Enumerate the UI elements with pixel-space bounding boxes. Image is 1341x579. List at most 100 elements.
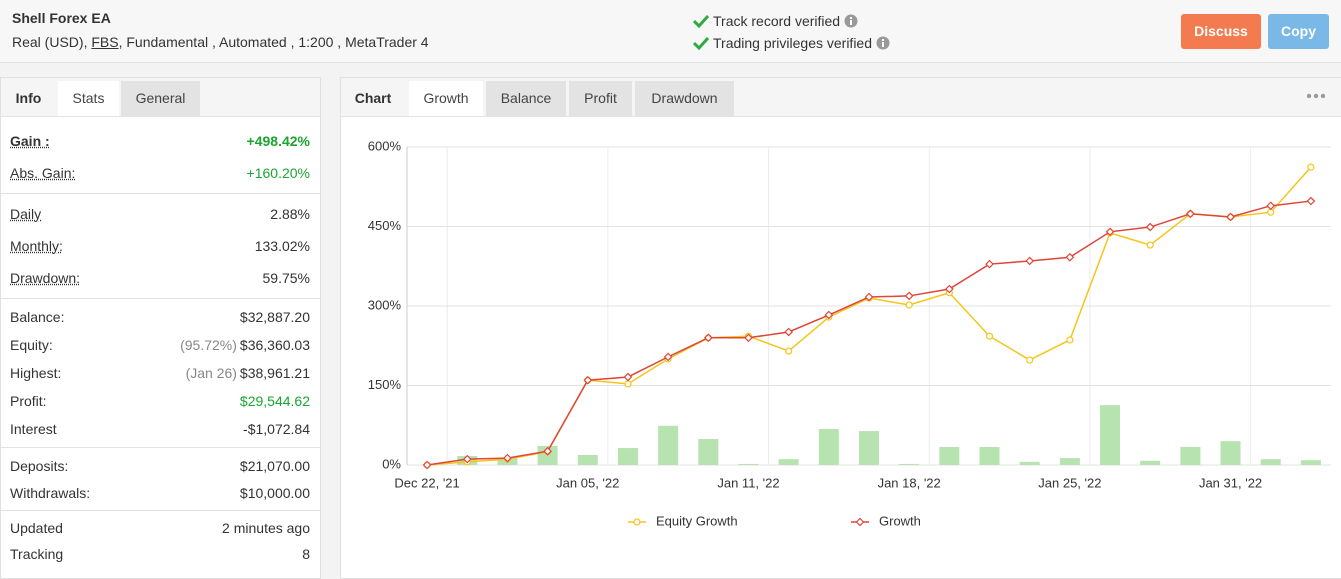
tab[interactable]: Info (15, 90, 42, 106)
verification-text: Track record verified (713, 13, 841, 29)
diamond-marker (623, 372, 633, 382)
stats-row: Abs. Gain: +160.20% (1, 157, 320, 189)
x-tick-label: Jan 11, '22 (717, 475, 779, 490)
circle-marker (1146, 241, 1154, 249)
copy-button[interactable]: Copy (1268, 14, 1329, 49)
stat-value: +160.20% (246, 165, 310, 181)
stat-value: +498.42% (246, 133, 310, 149)
stat-value-wrap: (Jan 26) $38,961.21 (186, 365, 310, 381)
stats-row: Drawdown: 59.75% (1, 262, 320, 294)
stat-value: 2.88% (270, 206, 310, 222)
diamond-marker (784, 327, 794, 337)
stats-row: Profit: $29,544.62 (1, 387, 320, 415)
diamond-marker (904, 291, 914, 301)
broker-link[interactable]: FBS (91, 34, 119, 50)
stat-value-wrap: $29,544.62 (240, 393, 310, 409)
stats-row: Gain : +498.42% (1, 125, 320, 157)
stats-row: Updated 2 minutes ago (1, 515, 320, 541)
stat-label: Balance: (10, 309, 65, 325)
stats-row: Deposits: $21,070.00 (1, 452, 320, 479)
tab[interactable]: Profit (569, 81, 632, 116)
y-tick-label: 450% (368, 218, 402, 233)
bar (979, 446, 1000, 465)
tab[interactable]: Drawdown (635, 81, 734, 116)
stat-value: $38,961.21 (239, 365, 310, 381)
y-tick-label: 600% (368, 138, 402, 153)
chart-panel: Chart Growth Balance Profit Drawdown Dec… (340, 77, 1341, 579)
legend-label: Equity Growth (656, 513, 738, 528)
stats-row: Daily 2.88% (1, 198, 320, 230)
stat-label: Abs. Gain: (10, 165, 76, 181)
verification: Track record verified (693, 10, 890, 32)
x-tick-label: Jan 25, '22 (1038, 475, 1101, 490)
info-bar (882, 42, 884, 47)
diamond-marker (824, 310, 834, 320)
stat-label: Tracking (10, 546, 64, 562)
tab-bar: Info Stats General (1, 78, 320, 117)
stat-label: Profit: (10, 393, 47, 409)
diamond-marker (1186, 209, 1195, 219)
info-dot (882, 39, 884, 41)
stat-label: Equity: (10, 337, 53, 353)
diamond-marker (864, 292, 874, 302)
stat-value-wrap: 2.88% (270, 206, 310, 222)
bar (1059, 458, 1080, 465)
tab[interactable]: General (121, 81, 200, 116)
stat-value-wrap: 59.75% (263, 270, 310, 286)
stat-value: 2 minutes ago (222, 520, 310, 536)
info-dot (850, 17, 853, 19)
stat-value-wrap: $10,000.00 (240, 485, 310, 501)
stat-value: $21,070.00 (239, 457, 310, 474)
stat-value: $36,360.03 (239, 337, 310, 353)
circle-marker (985, 332, 994, 340)
stat-value-wrap: 8 (302, 546, 310, 562)
y-tick-label: 300% (368, 297, 402, 312)
bar (738, 463, 759, 465)
tab: Chart (354, 90, 392, 106)
stat-label: Highest: (10, 365, 62, 381)
bar (577, 454, 598, 465)
stat-label: Gain : (10, 133, 50, 149)
stats-list: Gain : +498.42% Abs. Gain: +160.20% Daily 2.8… (1, 121, 320, 571)
stat-note: (Jan 26) (185, 365, 237, 381)
bar (939, 446, 960, 465)
stats-group: Daily 2.88% Monthly: 133.02% Drawdown: 59.75% (1, 194, 320, 299)
stats-row: Interest -$1,072.84 (1, 415, 320, 443)
stats-row: Highest: (Jan 26) $38,961.21 (1, 359, 320, 387)
stat-value: 8 (302, 546, 310, 562)
more-menu[interactable] (1305, 92, 1327, 100)
bar (698, 439, 719, 465)
circle-marker (624, 380, 632, 388)
stat-label: Drawdown: (10, 270, 81, 286)
verification-text: Trading privileges verified (713, 35, 872, 51)
legend-label: Growth (879, 513, 921, 528)
bar (1300, 460, 1321, 465)
tab[interactable]: Stats (58, 81, 119, 116)
discuss-button[interactable]: Discuss (1181, 14, 1261, 49)
stats-group: Updated 2 minutes ago Tracking 8 (1, 511, 320, 571)
diamond-marker (985, 259, 994, 269)
diamond-marker (543, 446, 552, 456)
info-icon (844, 14, 858, 28)
x-tick-label: Jan 18, '22 (878, 475, 941, 490)
check-icon (693, 14, 709, 28)
stat-value: -$1,072.84 (243, 421, 310, 437)
diamond-marker (1266, 201, 1276, 211)
y-tick-label: 150% (368, 377, 402, 392)
diamond-marker (663, 352, 673, 362)
diamond-marker (583, 375, 593, 385)
stat-value: 59.75% (262, 270, 310, 286)
diamond-marker (1105, 227, 1115, 237)
y-tick-label: 0% (382, 456, 401, 471)
diamond-marker (1065, 252, 1075, 262)
circle-marker (785, 347, 793, 355)
tab[interactable]: Balance (486, 81, 566, 116)
stat-value-wrap: $32,887.20 (240, 309, 310, 325)
bar (1180, 446, 1201, 465)
tab[interactable]: Growth (409, 81, 483, 116)
stats-panel: Info Stats General Gain : +498.42% Abs. Ga… (0, 77, 321, 579)
stat-value-wrap: -$1,072.84 (243, 421, 310, 437)
verifications: Track record verified Trading privileges … (693, 10, 890, 54)
bar (818, 428, 839, 465)
stat-label: Deposits: (10, 457, 69, 474)
